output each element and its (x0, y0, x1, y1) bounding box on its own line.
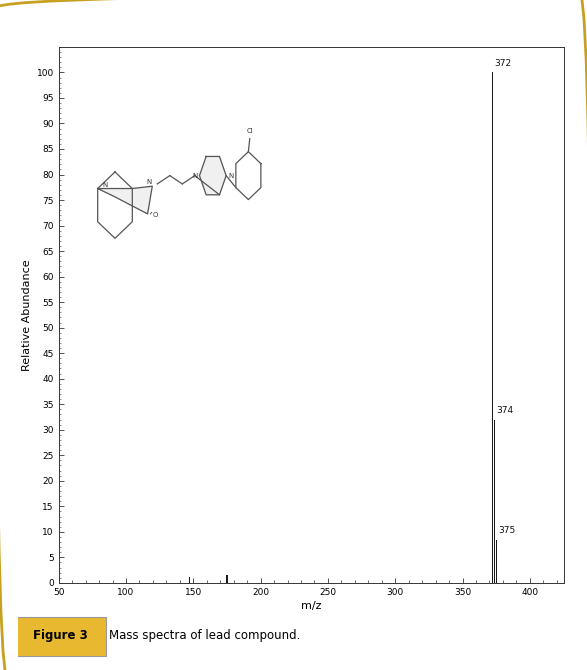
Text: 375: 375 (498, 527, 515, 535)
X-axis label: m/z: m/z (301, 601, 321, 611)
Bar (495, 539, 497, 583)
Text: 374: 374 (497, 407, 514, 415)
Text: Figure 3: Figure 3 (33, 629, 87, 642)
Bar (494, 419, 495, 583)
Bar (189, 577, 190, 583)
Bar (227, 576, 228, 583)
Text: 372: 372 (494, 60, 511, 68)
Text: Mass spectra of lead compound.: Mass spectra of lead compound. (109, 629, 300, 642)
FancyBboxPatch shape (15, 616, 106, 657)
Y-axis label: Relative Abundance: Relative Abundance (22, 259, 32, 371)
